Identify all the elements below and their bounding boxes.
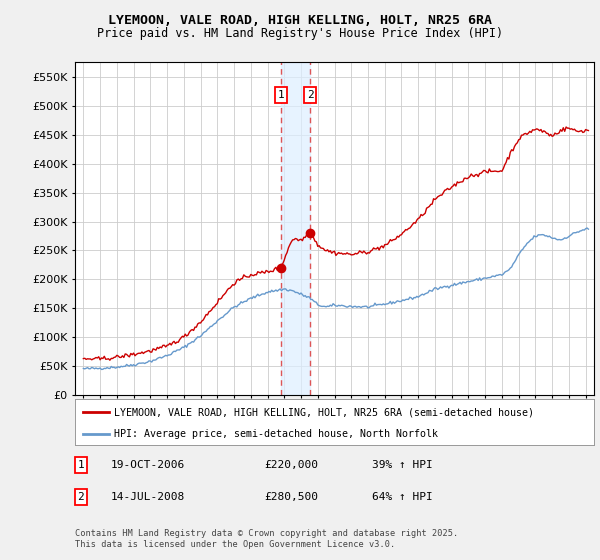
Text: 19-OCT-2006: 19-OCT-2006 [111,460,185,470]
Text: LYEMOON, VALE ROAD, HIGH KELLING, HOLT, NR25 6RA (semi-detached house): LYEMOON, VALE ROAD, HIGH KELLING, HOLT, … [114,407,534,417]
Text: 2: 2 [77,492,85,502]
Text: 14-JUL-2008: 14-JUL-2008 [111,492,185,502]
Text: £280,500: £280,500 [264,492,318,502]
Text: Contains HM Land Registry data © Crown copyright and database right 2025.
This d: Contains HM Land Registry data © Crown c… [75,529,458,549]
Text: 64% ↑ HPI: 64% ↑ HPI [372,492,433,502]
Text: 2: 2 [307,90,314,100]
Text: Price paid vs. HM Land Registry's House Price Index (HPI): Price paid vs. HM Land Registry's House … [97,27,503,40]
Bar [281,62,310,395]
Text: 39% ↑ HPI: 39% ↑ HPI [372,460,433,470]
Text: 1: 1 [77,460,85,470]
Text: £220,000: £220,000 [264,460,318,470]
Text: HPI: Average price, semi-detached house, North Norfolk: HPI: Average price, semi-detached house,… [114,429,438,438]
Text: 1: 1 [278,90,284,100]
Text: LYEMOON, VALE ROAD, HIGH KELLING, HOLT, NR25 6RA: LYEMOON, VALE ROAD, HIGH KELLING, HOLT, … [108,14,492,27]
